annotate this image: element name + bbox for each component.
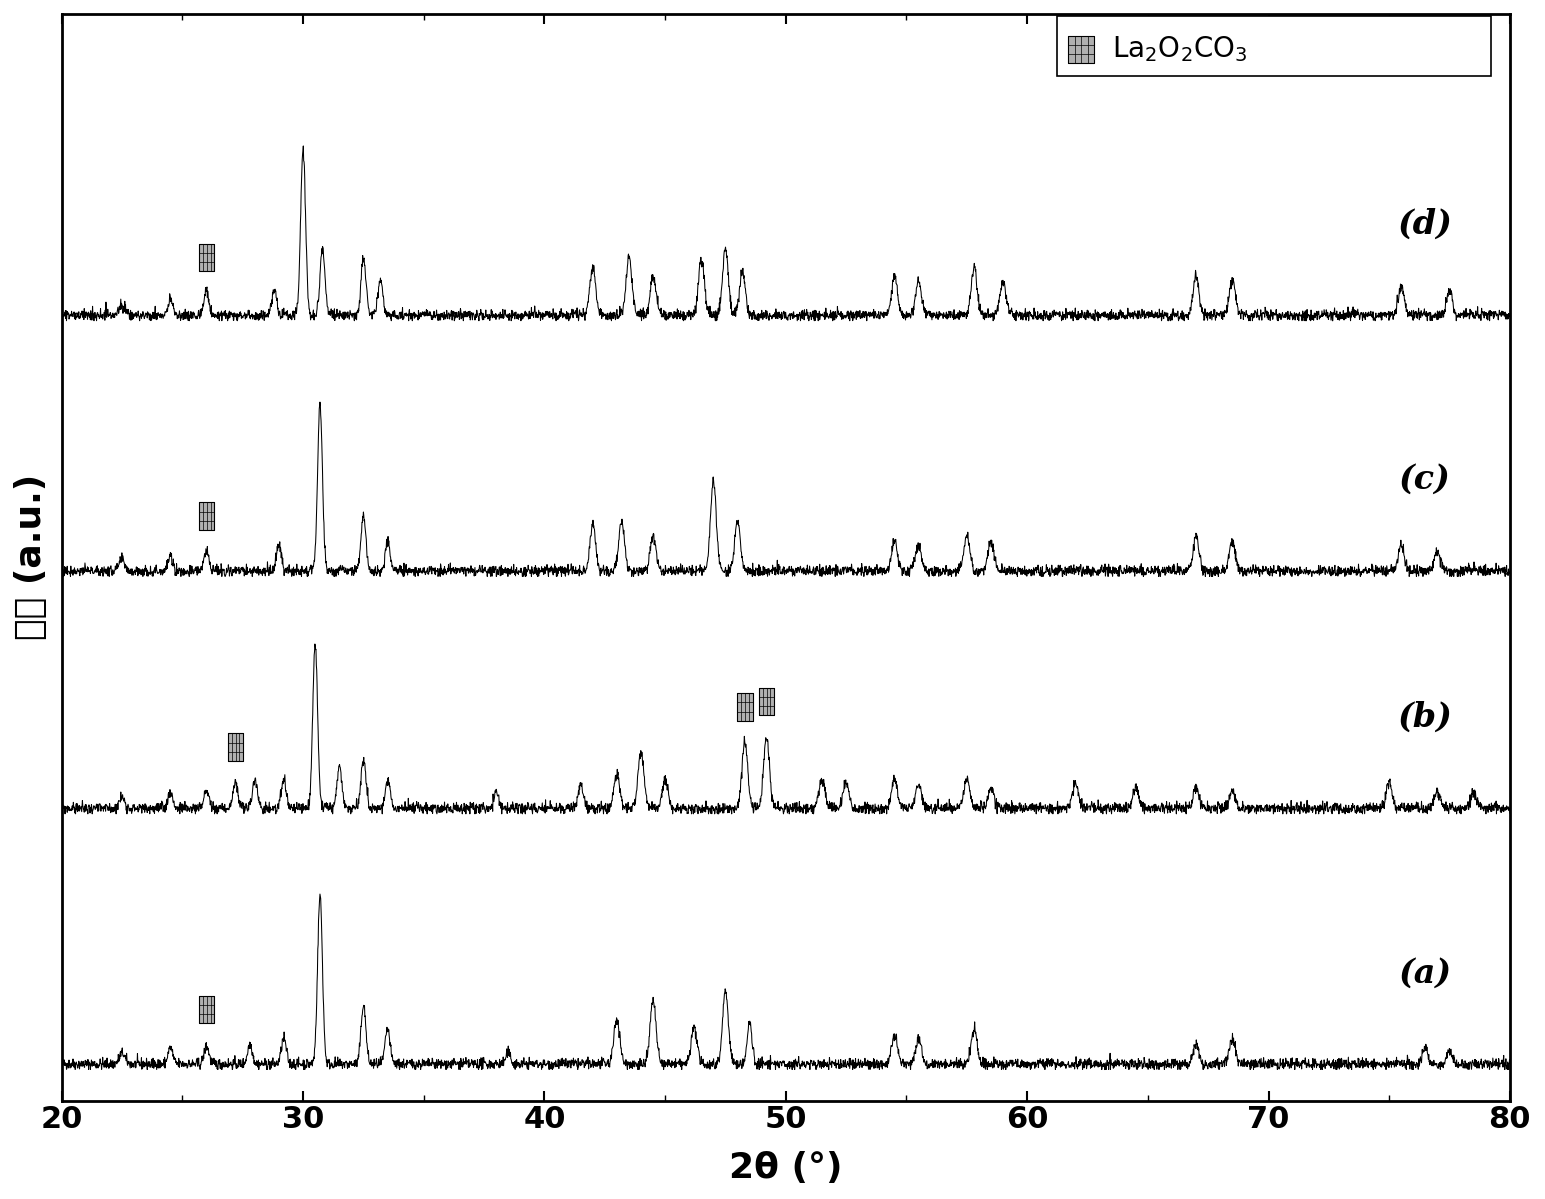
Text: (d): (d) xyxy=(1398,207,1452,241)
FancyBboxPatch shape xyxy=(1068,36,1094,62)
Text: (b): (b) xyxy=(1398,700,1452,734)
Text: (a): (a) xyxy=(1398,957,1452,989)
Text: (c): (c) xyxy=(1400,463,1451,496)
Text: La$_2$O$_2$CO$_3$: La$_2$O$_2$CO$_3$ xyxy=(1112,35,1247,64)
Bar xyxy=(737,693,752,721)
Y-axis label: 强度 (a.u.): 强度 (a.u.) xyxy=(14,474,48,640)
Bar xyxy=(199,502,215,530)
X-axis label: 2θ (°): 2θ (°) xyxy=(729,1151,842,1185)
Bar xyxy=(199,245,215,271)
Bar xyxy=(199,995,215,1023)
FancyBboxPatch shape xyxy=(1057,16,1491,76)
Bar xyxy=(759,688,774,716)
Bar xyxy=(227,734,244,761)
